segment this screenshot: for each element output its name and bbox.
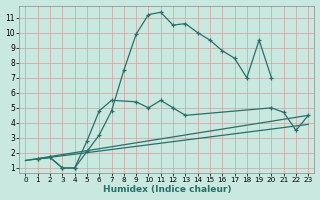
X-axis label: Humidex (Indice chaleur): Humidex (Indice chaleur) — [103, 185, 231, 194]
